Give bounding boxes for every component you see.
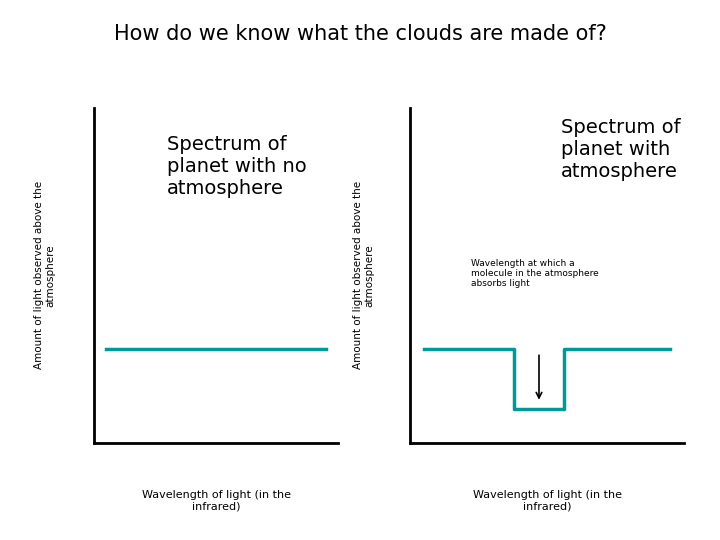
Text: Spectrum of
planet with no
atmosphere: Spectrum of planet with no atmosphere xyxy=(167,135,307,198)
Text: Spectrum of
planet with
atmosphere: Spectrum of planet with atmosphere xyxy=(561,118,680,181)
Text: Wavelength of light (in the
infrared): Wavelength of light (in the infrared) xyxy=(142,490,290,511)
Text: How do we know what the clouds are made of?: How do we know what the clouds are made … xyxy=(114,24,606,44)
Text: Wavelength of light (in the
infrared): Wavelength of light (in the infrared) xyxy=(473,490,621,511)
Text: Amount of light observed above the
atmosphere: Amount of light observed above the atmos… xyxy=(34,181,55,369)
Text: Amount of light observed above the
atmosphere: Amount of light observed above the atmos… xyxy=(353,181,374,369)
Text: Wavelength at which a
molecule in the atmosphere
absorbs light: Wavelength at which a molecule in the at… xyxy=(471,259,598,288)
